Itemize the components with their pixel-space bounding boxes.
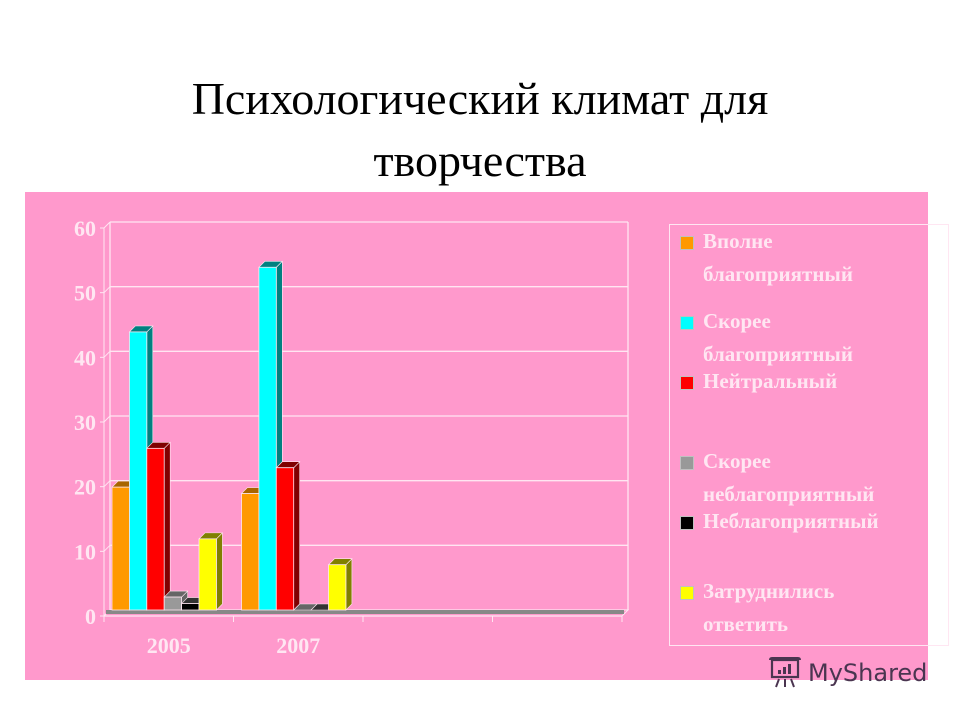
bar [146, 441, 171, 611]
legend-label: Затруднились ответить [703, 579, 835, 636]
y-tick-label: 20 [74, 475, 96, 500]
legend-swatch-icon [680, 236, 694, 250]
bar [198, 532, 224, 611]
legend-label: Неблагоприятный [703, 509, 879, 533]
legend-item: Нейтральный [680, 369, 837, 398]
legend-label: Скорее благоприятный [703, 309, 853, 366]
legend-item: Вполне благоприятный [680, 229, 853, 291]
legend-item: Скорее благоприятный [680, 309, 853, 371]
y-tick-label: 60 [74, 216, 96, 241]
y-tick-label: 50 [74, 281, 96, 306]
y-tick-label: 30 [74, 410, 96, 435]
y-tick-label: 0 [85, 604, 96, 629]
legend-item: Неблагоприятный [680, 509, 879, 538]
legend-label: Нейтральный [703, 369, 838, 393]
title-line-1: Психологический климат для [191, 73, 769, 124]
bar [327, 558, 353, 611]
bar [275, 461, 301, 611]
chart-legend: Вполне благоприятный Скорее благоприятный… [669, 224, 949, 646]
legend-label: Вполне благоприятный [703, 229, 853, 286]
x-tick-label: 2005 [147, 633, 191, 658]
presentation-board-icon [769, 657, 801, 688]
legend-swatch-icon [680, 316, 694, 330]
watermark: MyShared [768, 657, 927, 689]
y-tick-label: 10 [74, 539, 96, 564]
title-line-2: творчества [373, 135, 587, 186]
legend-item: Скорее неблагоприятный [680, 449, 874, 511]
legend-swatch-icon [680, 586, 694, 600]
legend-swatch-icon [680, 376, 694, 390]
x-tick-label: 2007 [276, 633, 320, 658]
legend-swatch-icon [680, 516, 694, 530]
y-tick-label: 40 [74, 345, 96, 370]
watermark-text: MyShared [808, 659, 928, 687]
legend-label: Скорее неблагоприятный [703, 449, 875, 506]
legend-swatch-icon [680, 456, 694, 470]
slide-title: Психологический климат для творчества [0, 68, 960, 192]
legend-item: Затруднились ответить [680, 579, 834, 641]
